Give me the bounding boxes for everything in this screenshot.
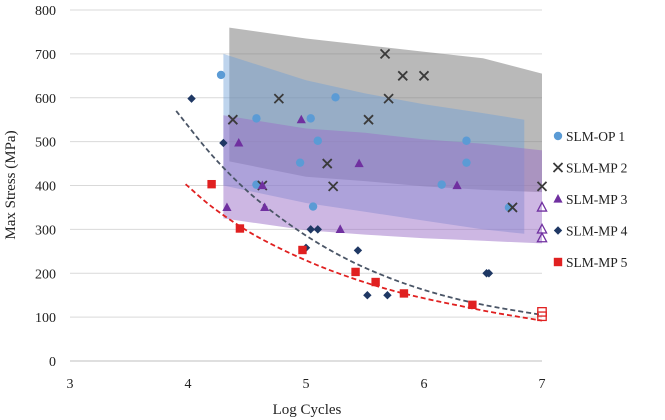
legend-item-2: SLM-MP 2	[552, 161, 627, 176]
legend: SLM-OP 1 SLM-MP 2 SLM-MP 3 SLM-MP 4 SLM-MP 5	[552, 129, 628, 270]
y-tick-label: 400	[35, 180, 56, 195]
y-tick-label: 100	[35, 311, 56, 326]
point-series-4-2	[219, 138, 228, 148]
y-tick-label: 300	[35, 223, 56, 238]
point-series-2-12	[536, 181, 548, 192]
legend-item-5: SLM-MP 5	[553, 255, 628, 270]
y-tick-label: 700	[35, 48, 56, 63]
data-points	[187, 48, 548, 322]
x-tick-label: 4	[185, 377, 192, 392]
point-series-3-1	[222, 202, 232, 212]
point-series-1-7	[313, 136, 322, 145]
point-series-5-9	[537, 311, 547, 322]
point-series-4-10	[484, 269, 494, 278]
tick-labels: 0 100 200 300 400 500 600 700 800 3 4 5 6 7	[35, 4, 546, 392]
point-series-2-1	[227, 114, 238, 125]
point-series-2-8	[383, 93, 394, 104]
y-tick-label: 800	[35, 4, 56, 19]
point-series-3-6	[335, 224, 345, 233]
point-series-2-9	[397, 70, 408, 81]
point-series-4-4	[306, 225, 315, 234]
point-series-3-2	[234, 137, 244, 147]
y-axis-title: Max Stress (MPa)	[3, 130, 19, 239]
trendline-1	[175, 110, 543, 316]
legend-label: SLM-OP 1	[566, 129, 625, 144]
point-series-1-4	[295, 158, 305, 167]
y-tick-label: 600	[35, 92, 56, 107]
legend-item-3: SLM-MP 3	[553, 192, 628, 207]
point-series-2-6	[363, 114, 374, 125]
point-series-2-11	[507, 202, 518, 213]
point-series-1-2	[252, 114, 261, 123]
legend-label: SLM-MP 2	[566, 161, 627, 176]
point-series-5-5	[371, 277, 380, 287]
point-series-2-10	[418, 70, 430, 81]
point-series-5-4	[351, 267, 360, 277]
point-series-3-8	[452, 180, 462, 190]
point-series-4-5	[313, 225, 322, 234]
point-series-3-9	[536, 201, 548, 212]
point-series-1-9	[437, 180, 446, 189]
x-axis-title: Log Cycles	[273, 402, 342, 418]
point-series-5-2	[235, 224, 245, 233]
point-series-2-7	[379, 48, 391, 60]
legend-item-4: SLM-MP 4	[553, 224, 628, 239]
y-tick-label: 500	[35, 136, 56, 151]
point-series-5-1	[207, 179, 216, 189]
x-tick-label: 5	[303, 377, 310, 392]
point-series-2-3	[273, 93, 284, 104]
x-tick-label: 6	[421, 377, 428, 392]
scatter-bands	[223, 27, 543, 244]
point-series-3-4	[260, 202, 270, 212]
legend-label: SLM-MP 5	[566, 255, 628, 270]
point-series-4-7	[363, 290, 372, 300]
point-series-1-1	[216, 70, 226, 80]
point-series-1-5	[306, 114, 315, 123]
point-series-3-11	[536, 231, 548, 243]
legend-marker-5	[553, 257, 563, 267]
point-series-4-1	[187, 94, 196, 103]
legend-label: SLM-MP 4	[566, 224, 628, 239]
legend-marker-2	[552, 162, 564, 173]
point-series-3-7	[354, 158, 364, 168]
legend-marker-4	[553, 226, 563, 235]
point-series-4-6	[353, 246, 363, 255]
point-series-5-7	[468, 300, 477, 310]
point-series-2-5	[328, 181, 339, 192]
point-series-1-10	[462, 136, 471, 145]
legend-marker-3	[553, 194, 563, 203]
y-tick-label: 0	[49, 355, 56, 370]
legend-item-1: SLM-OP 1	[553, 129, 625, 144]
legend-label: SLM-MP 3	[566, 192, 628, 207]
x-tick-label: 7	[539, 377, 546, 392]
point-series-4-8	[383, 290, 392, 300]
point-series-5-6	[399, 289, 409, 298]
y-tick-label: 200	[35, 267, 56, 282]
point-series-3-5	[296, 114, 306, 124]
point-series-5-3	[298, 245, 307, 255]
point-series-3-3	[257, 180, 267, 190]
band-3	[223, 115, 542, 244]
point-series-2-4	[322, 158, 333, 169]
point-series-1-8	[331, 93, 340, 102]
point-series-1-6	[308, 202, 318, 211]
point-series-1-11	[462, 158, 471, 167]
legend-marker-1	[553, 131, 563, 141]
x-tick-label: 3	[67, 377, 74, 392]
